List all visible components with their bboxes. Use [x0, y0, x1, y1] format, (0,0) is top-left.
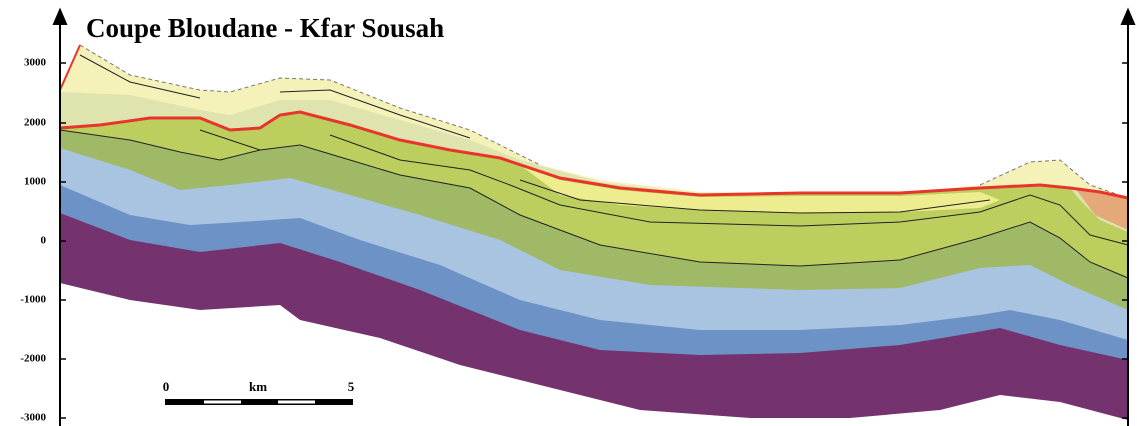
- y-tick-label: 2000: [24, 117, 47, 129]
- y-tick-label: 1000: [24, 176, 47, 188]
- arrow: [54, 10, 66, 24]
- y-tick-label: -2000: [20, 353, 46, 365]
- cross-section: 3000 2000 1000 0 -1000 -2000 -3000 Coupe…: [0, 0, 1137, 426]
- title: Coupe Bloudane - Kfar Sousah: [86, 13, 444, 43]
- y-tick-label: 0: [41, 235, 47, 247]
- y-tick-label: -1000: [20, 294, 46, 306]
- y-tick-label: -3000: [20, 412, 46, 424]
- scale-label: km: [249, 379, 267, 394]
- scale-bar-outline: [165, 399, 353, 405]
- scale-label: 5: [348, 379, 355, 394]
- y-tick-label: 3000: [24, 57, 47, 69]
- scale-bar-segment: [204, 401, 241, 404]
- layers: [60, 45, 1128, 426]
- scale-bar-segment: [278, 401, 315, 404]
- scale-label: 0: [163, 379, 170, 394]
- arrow: [1122, 10, 1134, 24]
- tick-labels: 3000 2000 1000 0 -1000 -2000 -3000: [20, 57, 46, 424]
